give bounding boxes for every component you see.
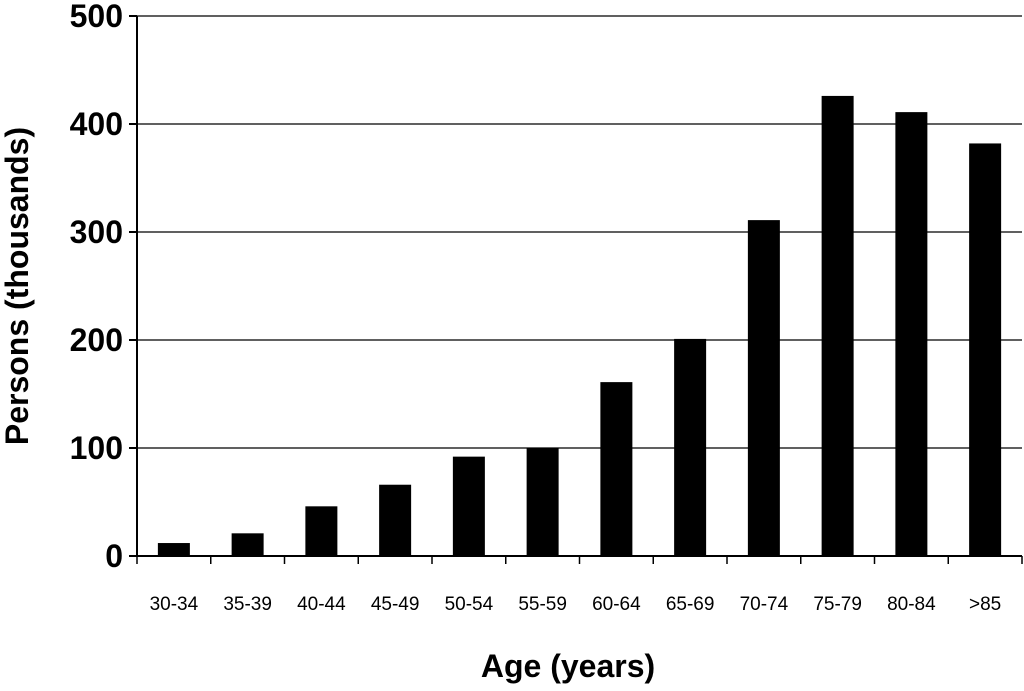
bar — [231, 533, 264, 556]
y-tick-label: 500 — [70, 0, 123, 34]
y-tick-label: 400 — [70, 106, 123, 142]
x-axis-ticks: 30-34 35-39 40-44 45-49 50-54 55-59 60-64 65-69… — [136, 556, 1023, 615]
bars — [157, 95, 1002, 557]
y-tick-label: 200 — [70, 322, 123, 358]
x-tick-label: 30-34 — [150, 594, 199, 615]
x-tick-label: 35-39 — [223, 594, 272, 615]
x-tick-label: 50-54 — [445, 594, 494, 615]
bar — [895, 112, 928, 557]
y-tick-label: 100 — [70, 430, 123, 466]
x-tick-label: 45-49 — [371, 594, 420, 615]
bar — [157, 543, 190, 556]
x-tick-label: 75-79 — [813, 594, 862, 615]
axes — [136, 16, 1022, 557]
x-tick-label: >85 — [969, 594, 1001, 615]
bar — [452, 456, 485, 556]
bar — [674, 338, 707, 556]
bar — [305, 506, 338, 556]
gridlines — [137, 15, 1022, 449]
x-tick-label: 70-74 — [740, 594, 789, 615]
y-tick-label: 300 — [70, 214, 123, 250]
x-tick-label: 55-59 — [518, 594, 567, 615]
bar — [526, 448, 559, 556]
y-axis-ticks: 0 100 200 300 400 500 — [70, 0, 137, 574]
x-tick-label: 80-84 — [887, 594, 936, 615]
x-tick-label: 40-44 — [297, 594, 346, 615]
x-tick-label: 60-64 — [592, 594, 641, 615]
x-tick-label: 65-69 — [666, 594, 715, 615]
bar — [379, 484, 412, 556]
bar — [747, 220, 780, 556]
bar — [821, 95, 854, 557]
y-axis-title: Persons (thousands) — [0, 127, 35, 445]
x-axis-title: Age (years) — [481, 648, 655, 684]
bar — [969, 143, 1002, 556]
bar — [600, 382, 633, 556]
y-tick-label: 0 — [105, 538, 123, 574]
